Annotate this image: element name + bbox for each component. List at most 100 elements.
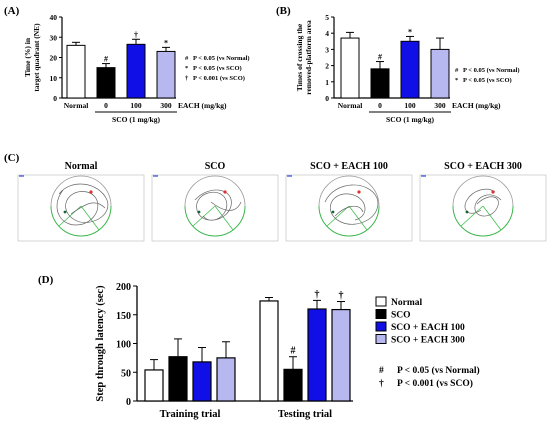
platform-marker bbox=[491, 190, 495, 194]
y-tick-label: 10 bbox=[50, 74, 58, 83]
quadrant-arc bbox=[348, 205, 380, 237]
sig-legend-symbol: # bbox=[379, 366, 384, 376]
maze-title-1: SCO bbox=[205, 161, 226, 172]
y-label-line1: Times of crossing the bbox=[295, 23, 304, 91]
significance-marker: † bbox=[315, 289, 320, 300]
legend-label-0: Normal bbox=[391, 298, 422, 308]
y-tick-label: 100 bbox=[116, 340, 131, 351]
legend-swatch-0 bbox=[375, 296, 387, 307]
legend-symbol: * bbox=[455, 77, 458, 84]
y-axis-label: Step through latency (sec) bbox=[95, 285, 106, 402]
significance-marker: * bbox=[164, 38, 168, 47]
bar-1 bbox=[370, 68, 390, 99]
y-label-line2: removed-platform area bbox=[304, 20, 313, 95]
legend-text: P < 0.001 (vs SCO) bbox=[193, 75, 245, 82]
swim-path-0 bbox=[56, 183, 109, 226]
legend-symbol: † bbox=[185, 75, 189, 82]
bar-1-0 bbox=[259, 300, 279, 402]
y-tick-label: 1 bbox=[325, 78, 329, 87]
quadrant-line bbox=[80, 205, 100, 231]
legend-symbol: # bbox=[185, 55, 189, 62]
legend-label-3: SCO + EACH 300 bbox=[391, 336, 465, 346]
panel-label-b: (B) bbox=[276, 5, 291, 17]
sig-legend-symbol: † bbox=[379, 379, 384, 389]
y-tick-label: 0 bbox=[325, 94, 329, 103]
y-tick-label: 40 bbox=[50, 13, 58, 22]
significance-marker: * bbox=[408, 27, 412, 36]
legend-symbol: # bbox=[455, 67, 459, 74]
bar-3 bbox=[156, 50, 176, 99]
bar-0-1 bbox=[168, 356, 188, 402]
y-tick-label: 150 bbox=[116, 311, 131, 322]
maze-title-3: SCO + EACH 300 bbox=[444, 161, 522, 172]
y-tick-label: 2 bbox=[325, 62, 329, 71]
sig-legend-text: P < 0.05 (vs Normal) bbox=[397, 365, 480, 376]
legend-swatch-2 bbox=[375, 321, 387, 332]
legend-text: P < 0.05 (vs Normal) bbox=[463, 67, 520, 74]
x-category-label: Testing trial bbox=[278, 409, 332, 420]
bar-2 bbox=[400, 40, 420, 99]
bar-3 bbox=[430, 48, 450, 99]
y-tick-label: 30 bbox=[50, 33, 58, 42]
y-tick-label: 200 bbox=[116, 282, 131, 293]
quadrant-line bbox=[214, 205, 234, 231]
bar-1 bbox=[96, 67, 116, 99]
y-tick-label: 0 bbox=[53, 94, 57, 103]
y-axis-label: Times of crossing the removed-platform ar… bbox=[295, 20, 313, 95]
legend-label-2: SCO + EACH 100 bbox=[391, 323, 465, 333]
legend-text: P < 0.05 (vs Normal) bbox=[193, 55, 250, 62]
y-label-line1: Time (%) in bbox=[23, 37, 32, 77]
maze-frame-1 bbox=[151, 174, 279, 242]
quadrant-line bbox=[482, 205, 502, 231]
axis-suffix-label: EACH (mg/kg) bbox=[452, 101, 501, 110]
legend-swatch-3 bbox=[375, 334, 387, 344]
quadrant-arc bbox=[318, 205, 350, 237]
quadrant-line bbox=[348, 205, 368, 231]
bar-0 bbox=[66, 44, 86, 99]
bar-0 bbox=[340, 37, 360, 99]
swim-path-2 bbox=[324, 184, 379, 225]
platform-marker bbox=[89, 190, 93, 194]
x-tick-label: 100 bbox=[404, 101, 416, 110]
x-tick-label: 0 bbox=[378, 101, 382, 110]
x-tick-label: Normal bbox=[338, 101, 363, 110]
bar-2 bbox=[126, 43, 146, 99]
bar-0-0 bbox=[144, 369, 164, 402]
y-label-text: Step through latency (sec) bbox=[95, 285, 106, 402]
x-tick-label: Normal bbox=[64, 101, 89, 110]
legend-swatch-1 bbox=[375, 309, 387, 319]
panel-label-c: (C) bbox=[4, 152, 20, 164]
significance-marker: # bbox=[104, 55, 108, 64]
chart-a: 0 10 20 30 40 Time (%) in target quadrant (NE)… bbox=[23, 13, 250, 124]
significance-marker: † bbox=[134, 30, 138, 39]
quadrant-line bbox=[460, 205, 484, 227]
platform-marker bbox=[223, 190, 227, 194]
y-tick-label: 50 bbox=[121, 368, 131, 379]
start-marker bbox=[465, 210, 469, 214]
quadrant-arc bbox=[184, 205, 216, 237]
quadrant-arc bbox=[214, 205, 246, 237]
y-axis-label: Time (%) in target quadrant (NE) bbox=[23, 23, 41, 92]
quadrant-arc bbox=[50, 205, 82, 237]
y-tick-label: 5 bbox=[325, 13, 329, 22]
maze-frame-3 bbox=[419, 174, 547, 242]
panel-label-d: (D) bbox=[38, 274, 54, 286]
quadrant-arc bbox=[452, 205, 484, 237]
start-marker bbox=[331, 210, 335, 214]
swim-path-3 bbox=[464, 188, 502, 217]
x-tick-label: 0 bbox=[104, 101, 108, 110]
bar-1-2 bbox=[307, 308, 327, 402]
group-label: SCO (1 mg/kg) bbox=[112, 115, 160, 124]
maze-frame-0 bbox=[17, 174, 145, 242]
legend-text: P < 0.05 (vs SCO) bbox=[193, 65, 242, 72]
y-tick-label: 20 bbox=[50, 54, 58, 63]
significance-marker: † bbox=[339, 291, 344, 302]
quadrant-arc bbox=[482, 205, 514, 237]
quadrant-line bbox=[192, 205, 216, 227]
x-category-label: Training trial bbox=[160, 409, 221, 420]
y-tick-label: 4 bbox=[325, 29, 329, 38]
legend-symbol: * bbox=[185, 65, 188, 72]
y-tick-label: 3 bbox=[325, 45, 329, 54]
axis-suffix-label: EACH (mg/kg) bbox=[178, 101, 227, 110]
